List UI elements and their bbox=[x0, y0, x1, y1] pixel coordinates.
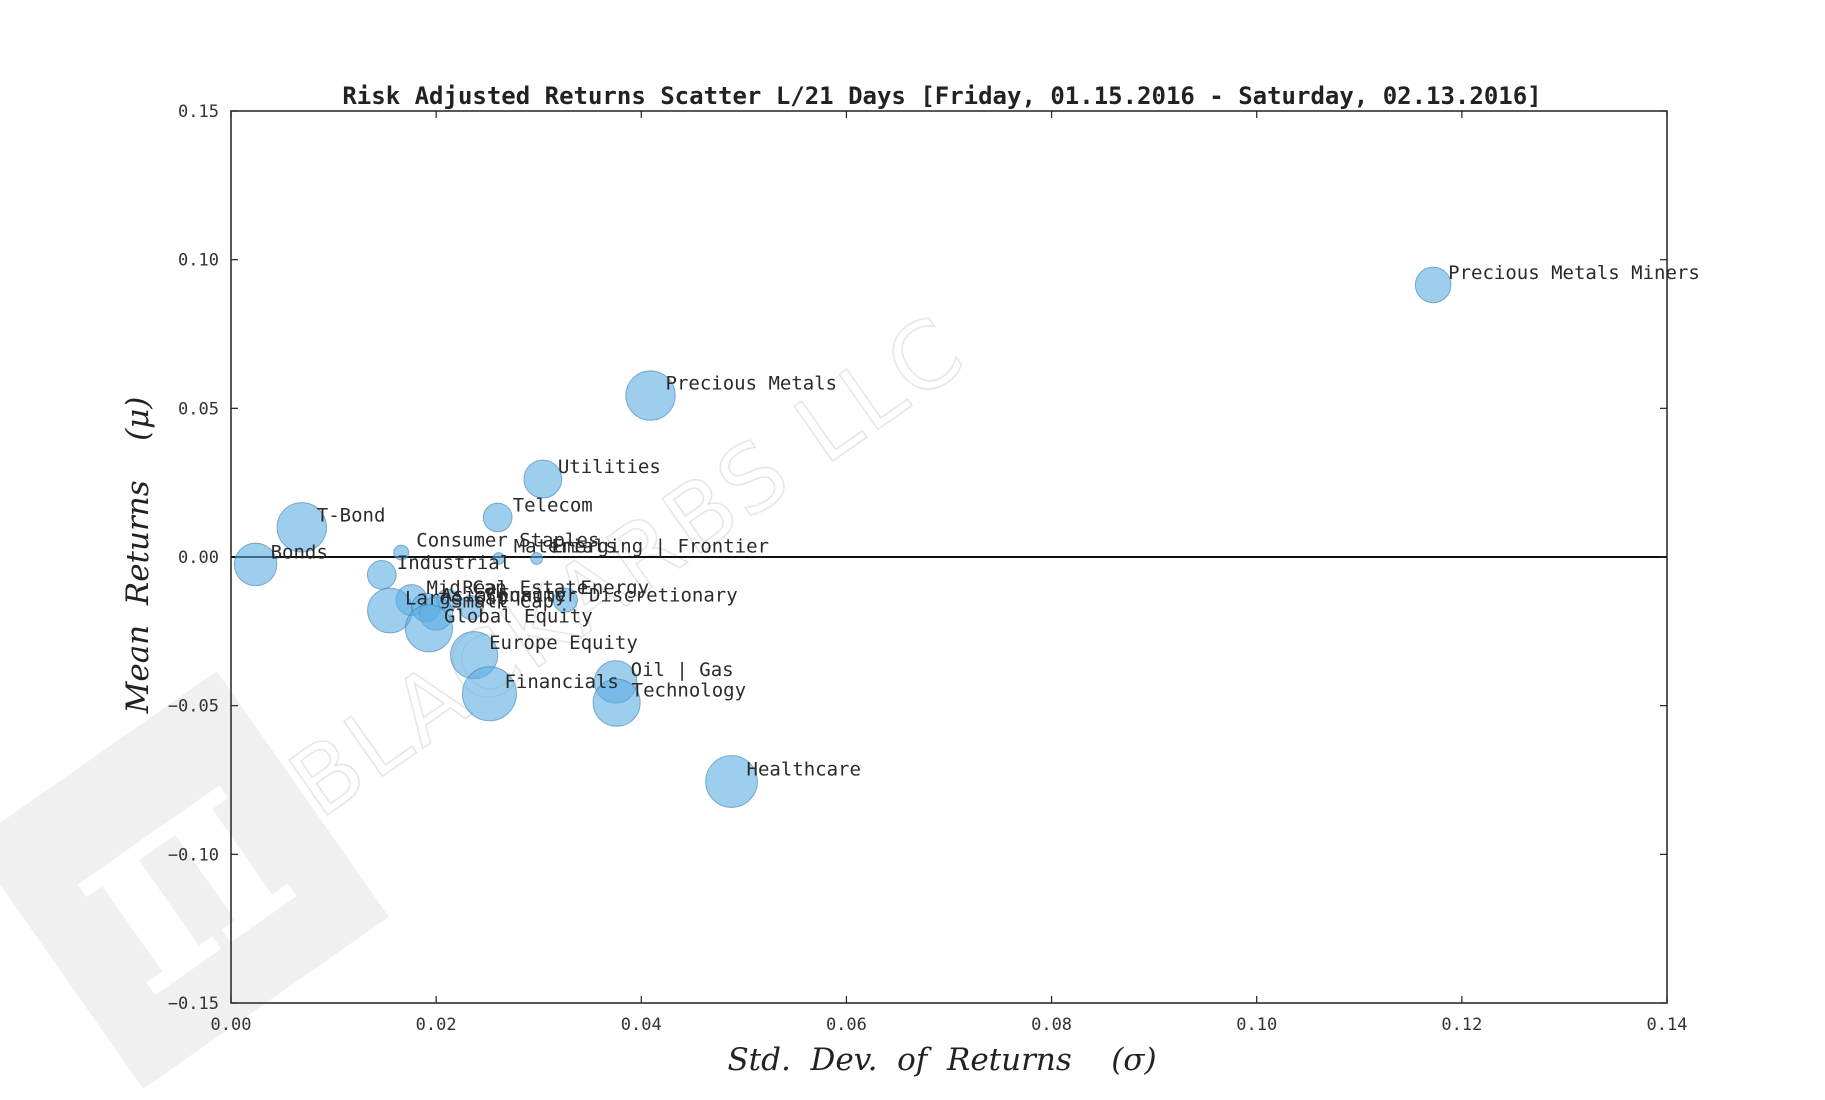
chart-title: Risk Adjusted Returns Scatter L/21 Days … bbox=[342, 82, 1541, 110]
point-label-materials: Materials bbox=[514, 535, 617, 557]
point-consumer-staples[interactable] bbox=[393, 544, 410, 561]
point-precious-metals[interactable] bbox=[625, 370, 676, 421]
point-materials[interactable] bbox=[492, 552, 506, 565]
point-t-bond[interactable] bbox=[276, 502, 327, 553]
point-label-telecom: Telecom bbox=[513, 494, 593, 516]
y-tick-label: −0.15 bbox=[168, 994, 219, 1014]
point-label-small-cap: Small Cap bbox=[451, 590, 554, 612]
x-tick-label: 0.06 bbox=[826, 1015, 867, 1035]
point-label-mid-cap: Mid Cap bbox=[427, 577, 507, 599]
y-tick-label: 0.10 bbox=[178, 251, 219, 271]
y-tick-label: 0.05 bbox=[178, 399, 219, 419]
point-financials[interactable] bbox=[461, 666, 517, 722]
point-label-global-equity: Global Equity bbox=[444, 605, 593, 627]
point-label-utilities: Utilities bbox=[558, 456, 661, 478]
point-label-healthcare: Healthcare bbox=[747, 758, 861, 780]
point-label-real-estate: Real Estate bbox=[462, 577, 588, 599]
point-label-precious-metals-miners: Precious Metals Miners bbox=[1448, 262, 1700, 284]
point-industrial[interactable] bbox=[366, 559, 397, 590]
point-precious-metals-miners[interactable] bbox=[1414, 266, 1452, 304]
point-global-equity[interactable] bbox=[404, 604, 454, 653]
x-tick-label: 0.12 bbox=[1441, 1015, 1482, 1035]
x-axis-label: Std. Dev. of Returns (σ) bbox=[727, 1042, 1156, 1078]
point-label-europe-equity: Europe Equity bbox=[489, 632, 638, 654]
y-tick-label: 0.00 bbox=[178, 548, 219, 568]
plot-axes: 0.00 0.02 0.04 0.06 0.08 0.10 0.12 0.14 0.15 0.10… bbox=[168, 102, 1688, 1035]
point-technology[interactable] bbox=[592, 678, 641, 727]
point-bonds[interactable] bbox=[233, 542, 278, 587]
point-healthcare[interactable] bbox=[705, 755, 758, 808]
point-labels: Precious Metals Miners Precious Metals Uti… bbox=[271, 262, 1700, 781]
y-axis-label: Mean Returns (μ) bbox=[120, 397, 156, 715]
point-label-consumer-discretionary: Consumer Discretionary bbox=[486, 585, 738, 607]
watermark-logo-square bbox=[0, 671, 389, 1089]
point-energy[interactable] bbox=[552, 587, 578, 613]
point-label-energy: Energy bbox=[580, 577, 649, 599]
y-tick-label: −0.05 bbox=[168, 697, 219, 717]
x-tick-label: 0.10 bbox=[1236, 1015, 1277, 1035]
y-tick-label: −0.10 bbox=[168, 845, 219, 865]
x-tick-label: 0.04 bbox=[621, 1015, 662, 1035]
point-telecom[interactable] bbox=[482, 502, 513, 533]
y-tick-label: 0.15 bbox=[178, 102, 219, 122]
point-label-technology: Technology bbox=[632, 680, 746, 702]
x-tick-label: 0.14 bbox=[1647, 1015, 1688, 1035]
x-tick-label: 0.02 bbox=[416, 1015, 457, 1035]
point-consumer-discretionary[interactable] bbox=[458, 594, 484, 621]
point-label-precious-metals: Precious Metals bbox=[666, 373, 838, 395]
x-tick-label: 0.08 bbox=[1031, 1015, 1072, 1035]
point-label-bonds: Bonds bbox=[271, 541, 328, 563]
x-tick-label: 0.00 bbox=[211, 1015, 252, 1035]
point-label-oil-gas: Oil | Gas bbox=[631, 659, 734, 681]
point-label-consumer-staples: Consumer Staples bbox=[416, 530, 599, 552]
point-label-t-bond: T-Bond bbox=[317, 504, 386, 526]
point-label-emerging-frontier: Emerging | Frontier bbox=[552, 535, 769, 557]
data-points bbox=[233, 266, 1452, 808]
point-emerging-frontier[interactable] bbox=[530, 552, 544, 565]
point-label-industrial: Industrial bbox=[397, 552, 511, 574]
point-label-financials: Financials bbox=[504, 671, 618, 693]
point-large-cap[interactable] bbox=[367, 587, 413, 634]
point-label-large-cap: Large Cap bbox=[405, 588, 508, 610]
point-label-asia-equity: Asia Equity bbox=[441, 585, 567, 607]
point-utilities[interactable] bbox=[523, 459, 563, 499]
